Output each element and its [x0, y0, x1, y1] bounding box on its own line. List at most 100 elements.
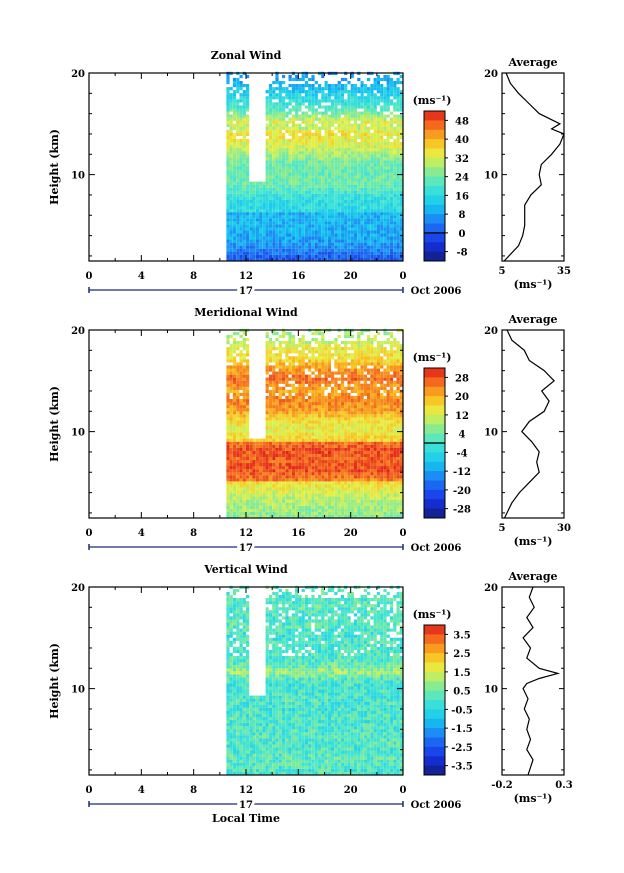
profile-x-tick-label: -0.2 — [491, 780, 513, 791]
colorbar-tick-label: 32 — [455, 154, 469, 165]
panel-title: Meridional Wind — [194, 306, 298, 319]
profile-panel: Average 10 20 -0.2 0.3(ms⁻¹) — [484, 570, 573, 805]
y-tick-label: 20 — [71, 69, 85, 80]
date-label: Oct 2006 — [411, 543, 462, 554]
profile-line — [503, 329, 555, 519]
x-tick-label: 12 — [239, 271, 253, 282]
colorbar-tick-label: -12 — [453, 467, 471, 478]
x-tick-label: 12 — [239, 528, 253, 539]
x-tick-label: 4 — [138, 528, 145, 539]
x-tick-label: 0 — [86, 271, 93, 282]
colorbar: 28 20 12 4 -4 -12 -20 -28 — [423, 367, 471, 519]
colorbar: 3.5 2.5 1.5 0.5 -0.5 -1.5 -2.5 -3.5 — [423, 624, 473, 776]
heatmap-cells — [226, 71, 403, 261]
x-tick-label: 8 — [190, 785, 197, 796]
colorbar-tick-label: -1.5 — [451, 724, 473, 735]
profile-panel: Average 10 20 5 30 (ms⁻¹) — [484, 313, 571, 548]
colorbar-frame — [423, 624, 446, 776]
colorbar-tick-label: -4 — [456, 448, 467, 459]
y-tick-label: 10 — [71, 428, 85, 439]
profile-x-tick-label: 35 — [557, 266, 571, 277]
x-tick-label: 20 — [344, 785, 358, 796]
colorbar-tick-label: 2.5 — [453, 649, 470, 660]
y-axis-label: Height (km) — [48, 643, 61, 719]
colorbar-tick-label: -20 — [453, 486, 471, 497]
x-tick-label: 12 — [239, 785, 253, 796]
colorbar-tick-label: 12 — [455, 411, 469, 422]
profile-title: Average — [507, 570, 557, 583]
y-tick-label: 10 — [71, 685, 85, 696]
x-tick-label: 0 — [86, 528, 93, 539]
colorbar-tick-label: -2.5 — [451, 743, 473, 754]
colorbar-tick-label: 3.5 — [453, 630, 470, 641]
unit-label: (ms⁻¹) — [413, 351, 452, 364]
profile-x-tick-label: 5 — [499, 523, 506, 534]
x-tick-label: 0 — [400, 528, 407, 539]
profile-y-tick-label: 20 — [484, 583, 498, 594]
profile-x-tick-label: 5 — [499, 266, 506, 277]
unit-label: (ms⁻¹) — [514, 535, 553, 548]
x-tick-label: 20 — [344, 271, 358, 282]
y-tick-label: 10 — [71, 171, 85, 182]
day-label: 17 — [239, 286, 253, 297]
unit-label: (ms⁻¹) — [413, 608, 452, 621]
profile-x-tick-label: 30 — [557, 523, 571, 534]
day-label: 17 — [239, 543, 253, 554]
x-tick-label: 0 — [400, 271, 407, 282]
x-tick-label: 20 — [344, 528, 358, 539]
panel-title: Zonal Wind — [211, 49, 282, 62]
colorbar-tick-label: 20 — [455, 392, 469, 403]
colorbar: 48 40 32 24 16 8 0 -8 — [423, 110, 469, 262]
profile-x-tick-label: 0.3 — [555, 780, 572, 791]
x-tick-label: 8 — [190, 271, 197, 282]
colorbar-tick-label: 28 — [455, 373, 469, 384]
colorbar-tick-label: 1.5 — [453, 668, 470, 679]
colorbar-frame — [423, 110, 446, 262]
unit-label: (ms⁻¹) — [413, 94, 452, 107]
panel-title: Vertical Wind — [203, 563, 288, 576]
profile-y-tick-label: 20 — [484, 326, 498, 337]
profile-y-tick-label: 20 — [484, 69, 498, 80]
unit-label: (ms⁻¹) — [514, 792, 553, 805]
profile-y-tick-label: 10 — [484, 171, 498, 182]
colorbar-tick-label: 0 — [459, 229, 466, 240]
x-tick-label: 0 — [400, 785, 407, 796]
profile-panel: Average 10 20 5 35 (ms⁻¹) — [484, 56, 571, 291]
x-tick-label: 16 — [291, 785, 305, 796]
x-tick-label: 4 — [138, 785, 145, 796]
y-tick-label: 20 — [71, 583, 85, 594]
unit-label: (ms⁻¹) — [514, 278, 553, 291]
heatmap-cells — [226, 328, 403, 518]
profile-title: Average — [507, 56, 557, 69]
colorbar-tick-label: 16 — [455, 191, 469, 202]
date-label: Oct 2006 — [411, 800, 462, 811]
profile-y-tick-label: 10 — [484, 428, 498, 439]
day-label: 17 — [239, 800, 253, 811]
colorbar-tick-label: 40 — [455, 135, 469, 146]
panel-3: Vertical Wind 0 4 8 12 16 20 0 10 20 Height (km) 17… — [48, 563, 573, 814]
colorbar-tick-label: -0.5 — [451, 705, 473, 716]
colorbar-tick-label: 4 — [459, 430, 466, 441]
profile-line — [503, 72, 565, 262]
colorbar-tick-label: 48 — [455, 116, 469, 127]
y-axis-label: Height (km) — [48, 386, 61, 462]
date-label: Oct 2006 — [411, 286, 462, 297]
profile-frame — [501, 72, 565, 262]
heatmap-cells — [226, 585, 403, 775]
x-tick-label: 8 — [190, 528, 197, 539]
colorbar-tick-label: 24 — [455, 173, 469, 184]
colorbar-tick-label: -3.5 — [451, 762, 473, 773]
colorbar-tick-label: 8 — [459, 210, 466, 221]
profile-frame — [501, 329, 565, 519]
colorbar-tick-label: 0.5 — [453, 687, 470, 698]
profile-line — [522, 586, 561, 776]
x-tick-label: 16 — [291, 271, 305, 282]
panel-2: Meridional Wind 0 4 8 12 16 20 0 10 20 Height (km)… — [48, 306, 571, 557]
profile-y-tick-label: 10 — [484, 685, 498, 696]
x-tick-label: 0 — [86, 785, 93, 796]
y-tick-label: 20 — [71, 326, 85, 337]
y-axis-label: Height (km) — [48, 129, 61, 205]
x-tick-label: 4 — [138, 271, 145, 282]
